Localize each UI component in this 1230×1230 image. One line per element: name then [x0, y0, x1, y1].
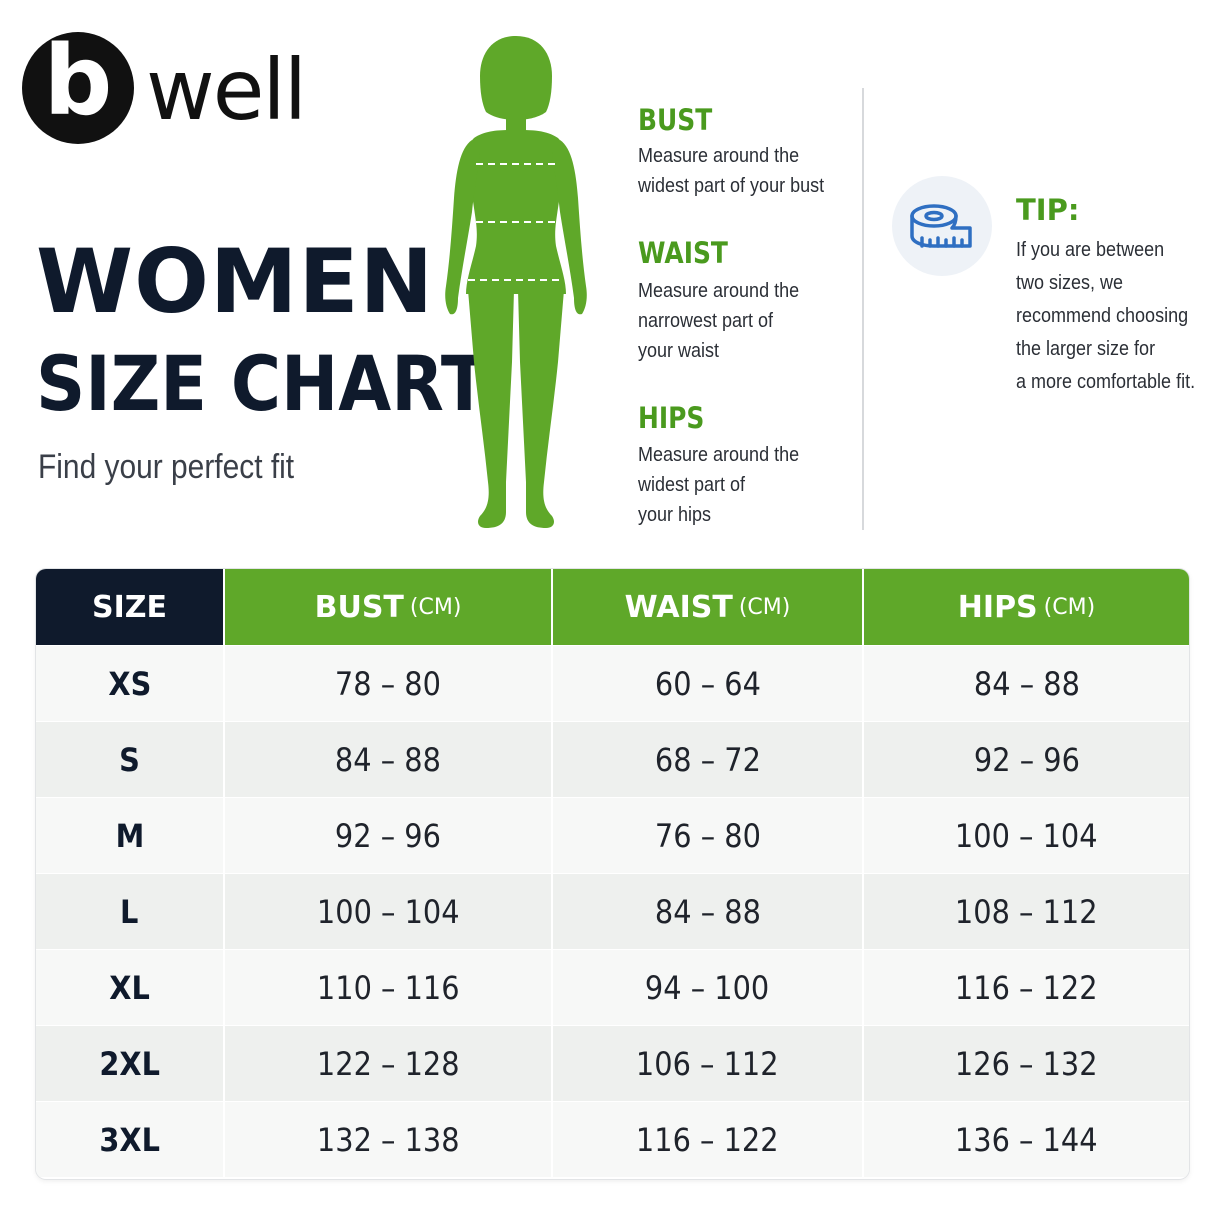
hips-cell: 108 – 112	[862, 874, 1189, 949]
hips-heading: HIPS	[638, 401, 705, 435]
table-row: XL 110 – 116 94 – 100 116 – 122	[36, 949, 1189, 1025]
table-body: XS 78 – 80 60 – 64 84 – 88 S 84 – 88 68 …	[36, 645, 1189, 1177]
hips-cell: 84 – 88	[862, 646, 1189, 721]
table-row: 2XL 122 – 128 106 – 112 126 – 132	[36, 1025, 1189, 1101]
waist-cell: 106 – 112	[551, 1026, 862, 1101]
size-cell: L	[120, 892, 139, 931]
hips-cell: 100 – 104	[862, 798, 1189, 873]
waist-cell: 76 – 80	[551, 798, 862, 873]
table-header: SIZE BUST (CM) WAIST (CM) HIPS (CM)	[36, 569, 1189, 645]
bust-cell: 84 – 88	[223, 722, 551, 797]
header-bust: BUST (CM)	[223, 569, 551, 645]
bust-cell: 132 – 138	[223, 1102, 551, 1177]
tip-icon-badge	[892, 176, 992, 276]
page-subtitle: Find your perfect fit	[38, 448, 295, 486]
table-row: 3XL 132 – 138 116 – 122 136 – 144	[36, 1101, 1189, 1177]
size-cell: 3XL	[99, 1120, 160, 1159]
waist-heading: WAIST	[638, 236, 728, 270]
header-waist: WAIST (CM)	[551, 569, 862, 645]
measuring-tape-icon	[910, 204, 972, 248]
table-row: XS 78 – 80 60 – 64 84 – 88	[36, 645, 1189, 721]
waist-cell: 84 – 88	[551, 874, 862, 949]
waist-cell: 68 – 72	[551, 722, 862, 797]
hips-cell: 92 – 96	[862, 722, 1189, 797]
size-table: SIZE BUST (CM) WAIST (CM) HIPS (CM) XS 78 –…	[36, 569, 1189, 1179]
section-divider	[862, 88, 864, 530]
bust-cell: 92 – 96	[223, 798, 551, 873]
size-cell: XS	[108, 664, 151, 703]
logo-word: well	[146, 41, 307, 139]
woman-silhouette-icon	[445, 36, 587, 528]
waist-cell: 94 – 100	[551, 950, 862, 1025]
waist-cell: 116 – 122	[551, 1102, 862, 1177]
brand-logo: b well	[22, 32, 312, 148]
size-cell: XL	[109, 968, 150, 1007]
logo-mark: b	[22, 32, 134, 144]
waist-description: Measure around the narrowest part of you…	[638, 280, 800, 362]
bust-cell: 100 – 104	[223, 874, 551, 949]
header-size: SIZE	[36, 569, 223, 645]
tip-heading: TIP:	[1016, 193, 1080, 227]
size-cell: S	[119, 740, 140, 779]
page-title-line2: SIZE CHART	[36, 339, 488, 428]
bust-cell: 110 – 116	[223, 950, 551, 1025]
table-row: S 84 – 88 68 – 72 92 – 96	[36, 721, 1189, 797]
table-row: L 100 – 104 84 – 88 108 – 112	[36, 873, 1189, 949]
bust-description: Measure around the widest part of your b…	[638, 145, 825, 197]
tip-text: If you are between two sizes, we recomme…	[1016, 239, 1196, 393]
page-title-line1: WOMEN	[36, 230, 435, 333]
header-hips: HIPS (CM)	[862, 569, 1189, 645]
hips-cell: 116 – 122	[862, 950, 1189, 1025]
hips-cell: 126 – 132	[862, 1026, 1189, 1101]
bust-cell: 122 – 128	[223, 1026, 551, 1101]
table-row: M 92 – 96 76 – 80 100 – 104	[36, 797, 1189, 873]
hips-description: Measure around the widest part of your h…	[638, 444, 800, 526]
bust-heading: BUST	[638, 103, 713, 137]
waist-cell: 60 – 64	[551, 646, 862, 721]
bust-cell: 78 – 80	[223, 646, 551, 721]
hips-cell: 136 – 144	[862, 1102, 1189, 1177]
size-cell: 2XL	[99, 1044, 160, 1083]
size-cell: M	[115, 816, 144, 855]
